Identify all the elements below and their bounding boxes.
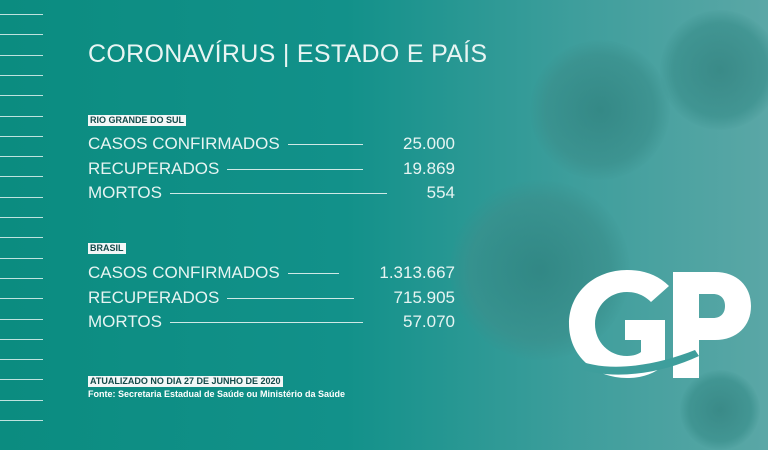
decorative-line bbox=[0, 34, 43, 36]
stat-row: CASOS CONFIRMADOS 25.000 bbox=[88, 133, 455, 155]
stat-label: RECUPERADOS bbox=[88, 288, 220, 307]
decorative-line bbox=[0, 379, 43, 381]
source-note: Fonte: Secretaria Estadual de Saúde ou M… bbox=[88, 389, 346, 399]
decorative-line bbox=[0, 115, 43, 117]
stat-row: MORTOS 57.070 bbox=[88, 311, 455, 333]
stat-row: MORTOS 554 bbox=[88, 182, 455, 204]
decorative-line bbox=[0, 74, 43, 76]
divider bbox=[170, 321, 363, 323]
stat-label: RECUPERADOS bbox=[88, 159, 220, 178]
stat-row: RECUPERADOS 19.869 bbox=[88, 158, 455, 180]
decorative-line bbox=[0, 257, 43, 259]
section-tag-rs: RIO GRANDE DO SUL bbox=[88, 115, 187, 126]
decorative-line bbox=[0, 95, 43, 97]
divider bbox=[287, 143, 363, 145]
decorative-line bbox=[0, 14, 43, 15]
page-title: CORONAVÍRUS | ESTADO E PAÍS bbox=[88, 40, 488, 68]
decorative-line bbox=[0, 399, 43, 401]
decorative-line bbox=[0, 196, 43, 198]
stat-row: RECUPERADOS 715.905 bbox=[88, 287, 455, 309]
section-tag-brasil: BRASIL bbox=[88, 243, 126, 254]
gp-logo bbox=[569, 270, 751, 378]
stat-label: CASOS CONFIRMADOS bbox=[88, 263, 280, 282]
decorative-line bbox=[0, 135, 43, 137]
virus-image bbox=[530, 40, 670, 180]
divider bbox=[170, 192, 387, 194]
stat-row: CASOS CONFIRMADOS 1.313.667 bbox=[88, 262, 455, 284]
decorative-line bbox=[0, 420, 43, 421]
updated-date: ATUALIZADO NO DIA 27 DE JUNHO DE 2020 bbox=[88, 376, 283, 387]
stat-value: 25.000 bbox=[403, 134, 455, 153]
decorative-line bbox=[0, 277, 43, 279]
decorative-line bbox=[0, 298, 43, 300]
stat-value: 1.313.667 bbox=[379, 263, 455, 282]
stat-label: CASOS CONFIRMADOS bbox=[88, 134, 280, 153]
decorative-line bbox=[0, 237, 43, 239]
decorative-line bbox=[0, 338, 43, 340]
decorative-line bbox=[0, 54, 43, 56]
decorative-line bbox=[0, 217, 43, 218]
divider bbox=[287, 272, 340, 274]
decorative-line bbox=[0, 318, 43, 320]
stat-value: 19.869 bbox=[403, 159, 455, 178]
stat-label: MORTOS bbox=[88, 312, 162, 331]
stat-label: MORTOS bbox=[88, 183, 162, 202]
decorative-line bbox=[0, 359, 43, 361]
stat-value: 57.070 bbox=[403, 312, 455, 331]
decorative-line bbox=[0, 176, 43, 178]
divider bbox=[227, 168, 363, 170]
virus-image bbox=[450, 180, 630, 360]
stat-value: 715.905 bbox=[393, 288, 455, 307]
divider bbox=[227, 297, 354, 299]
stat-value: 554 bbox=[426, 183, 455, 202]
decorative-line bbox=[0, 156, 43, 158]
virus-image bbox=[660, 10, 768, 130]
